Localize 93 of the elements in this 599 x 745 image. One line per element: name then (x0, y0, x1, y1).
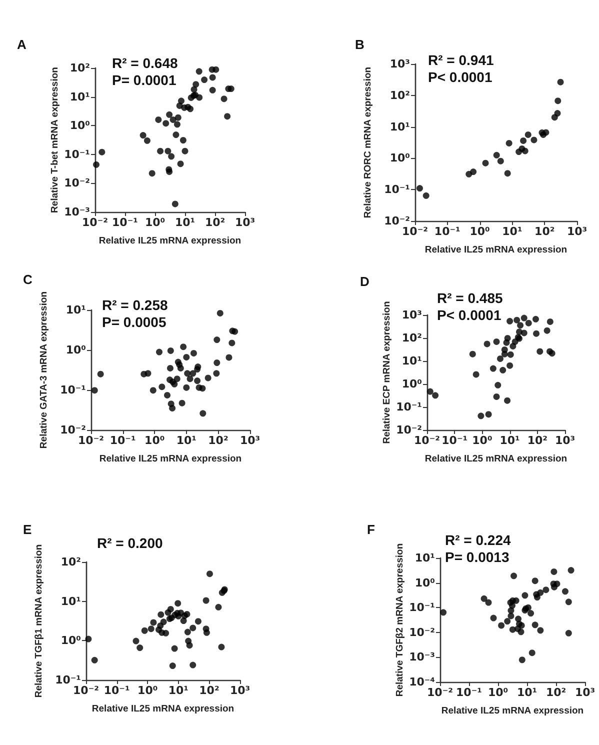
y-tick-label: 10⁻³ (409, 650, 436, 664)
y-axis-title: Relative RORC mRNA expression (362, 66, 374, 218)
x-tick-label: 10³ (574, 686, 596, 699)
y-axis-title: Relative GATA-3 mRNA expression (38, 291, 50, 449)
x-tick-label: 10⁻¹ (112, 216, 138, 229)
x-tick-label: 10⁰ (138, 684, 158, 697)
annotation: P= 0.0013 (445, 549, 510, 566)
y-tick-label: 10⁰ (66, 344, 86, 356)
annotation: R² = 0.648 (112, 55, 178, 72)
y-tick-label: 10⁰ (390, 152, 410, 165)
text: R² = 0.485 (437, 290, 503, 307)
y-tick-label: 10⁻² (396, 424, 422, 436)
y-tick-label: 10⁻¹ (396, 400, 422, 414)
x-tick-label: 10⁻¹ (434, 225, 461, 238)
y-tick-label: 10⁰ (60, 634, 82, 648)
x-tick-label: 10³ (566, 225, 588, 238)
text: R² = 0.224 (445, 532, 511, 549)
x-tick-label: 10⁻¹ (110, 434, 136, 447)
x-axis-title: Relative IL25 mRNA expression (424, 244, 568, 256)
chart-title: C (23, 272, 33, 287)
y-axis-title: Relative ECP mRNA expression (382, 301, 393, 444)
x-axis-title: Relative IL25 mRNA expression (98, 236, 242, 246)
x-tick-label: 10¹ (168, 684, 189, 697)
x-tick-label: 10⁰ (144, 434, 165, 447)
x-tick-label: 10³ (554, 434, 576, 447)
y-tick-label: 10⁻² (409, 626, 436, 639)
annotation: P< 0.0001 (437, 307, 502, 324)
x-tick-label: 10³ (234, 216, 256, 229)
chart-title: B (355, 37, 364, 52)
x-tick-label: 10⁻¹ (456, 686, 482, 699)
x-axis-title: Relative IL25 mRNA expression (99, 454, 242, 464)
y-tick-label: 10⁻¹ (55, 674, 82, 686)
chart-title: E (23, 522, 32, 537)
y-tick-label: 10⁰ (70, 119, 90, 132)
y-axis-title: Relative TGFβ2 mRNA expression (394, 543, 406, 697)
annotation: P= 0.0001 (112, 72, 176, 89)
y-tick-label: 10⁻² (64, 176, 90, 190)
x-tick-label: 10² (208, 434, 228, 447)
x-tick-label: 10⁻¹ (442, 434, 468, 447)
annotation: P= 0.0005 (102, 314, 166, 331)
annotation: R² = 0.941 (428, 52, 494, 69)
x-axis-title: Relative IL25 mRNA expression (441, 706, 584, 716)
annotation: P< 0.0001 (428, 69, 492, 86)
chart-title: D (360, 274, 370, 289)
x-tick-label: 10⁻² (82, 216, 108, 229)
x-tick-label: 10² (534, 225, 555, 238)
y-tick-label: 10⁻¹ (60, 384, 86, 396)
y-tick-label: 10² (70, 62, 90, 74)
y-tick-label: 10⁻⁴ (409, 676, 436, 688)
x-tick-label: 10³ (230, 684, 250, 697)
x-axis-title: Relative IL25 mRNA expression (92, 704, 234, 714)
x-tick-label: 10⁻¹ (104, 684, 130, 697)
y-tick-label: 10⁻³ (64, 206, 90, 218)
y-tick-label: 10¹ (402, 354, 422, 368)
y-tick-label: 10¹ (60, 594, 82, 608)
x-tick-label: 10² (199, 684, 220, 697)
chart-title: A (17, 37, 27, 52)
y-tick-label: 10¹ (70, 90, 90, 104)
x-tick-label: 10¹ (174, 216, 196, 229)
y-tick-label: 10² (390, 88, 410, 102)
x-tick-label: 10⁰ (144, 216, 166, 229)
annotation: R² = 0.258 (102, 297, 168, 314)
y-tick-label: 10⁰ (414, 576, 436, 590)
y-tick-label: 10⁻² (60, 424, 86, 436)
y-tick-label: 10⁻¹ (384, 183, 410, 196)
y-tick-label: 10² (60, 556, 82, 568)
x-tick-label: 10⁻² (78, 434, 104, 447)
x-tick-label: 10⁰ (488, 686, 508, 699)
y-axis-title: Relative T-bet mRNA expression (50, 66, 61, 213)
x-tick-label: 10² (527, 434, 548, 447)
y-tick-label: 10¹ (66, 304, 86, 316)
x-tick-label: 10² (204, 216, 226, 229)
x-tick-label: 10⁰ (472, 434, 492, 447)
x-tick-label: 10¹ (502, 225, 522, 238)
x-tick-label: 10² (546, 686, 566, 699)
x-tick-label: 10¹ (516, 686, 538, 699)
y-tick-label: 10² (402, 332, 422, 344)
y-tick-label: 10³ (402, 308, 422, 322)
x-tick-label: 10⁻² (427, 686, 454, 699)
chart-title: F (367, 522, 375, 537)
x-tick-label: 10¹ (500, 434, 520, 447)
y-tick-label: 10¹ (390, 120, 410, 134)
x-tick-label: 10¹ (176, 434, 197, 447)
x-tick-label: 10⁰ (470, 225, 490, 238)
x-tick-label: 10³ (240, 434, 260, 447)
y-tick-label: 10⁻¹ (64, 148, 90, 161)
y-tick-label: 10³ (390, 58, 410, 70)
y-axis-title: Relative TGFβ1 mRNA expression (34, 544, 45, 698)
y-tick-label: 10¹ (414, 552, 436, 564)
y-tick-label: 10⁰ (402, 378, 422, 390)
text: R² = 0.200 (97, 535, 163, 552)
x-axis-title: Relative IL25 mRNA expression (424, 454, 568, 464)
y-tick-label: 10⁻¹ (409, 601, 436, 614)
